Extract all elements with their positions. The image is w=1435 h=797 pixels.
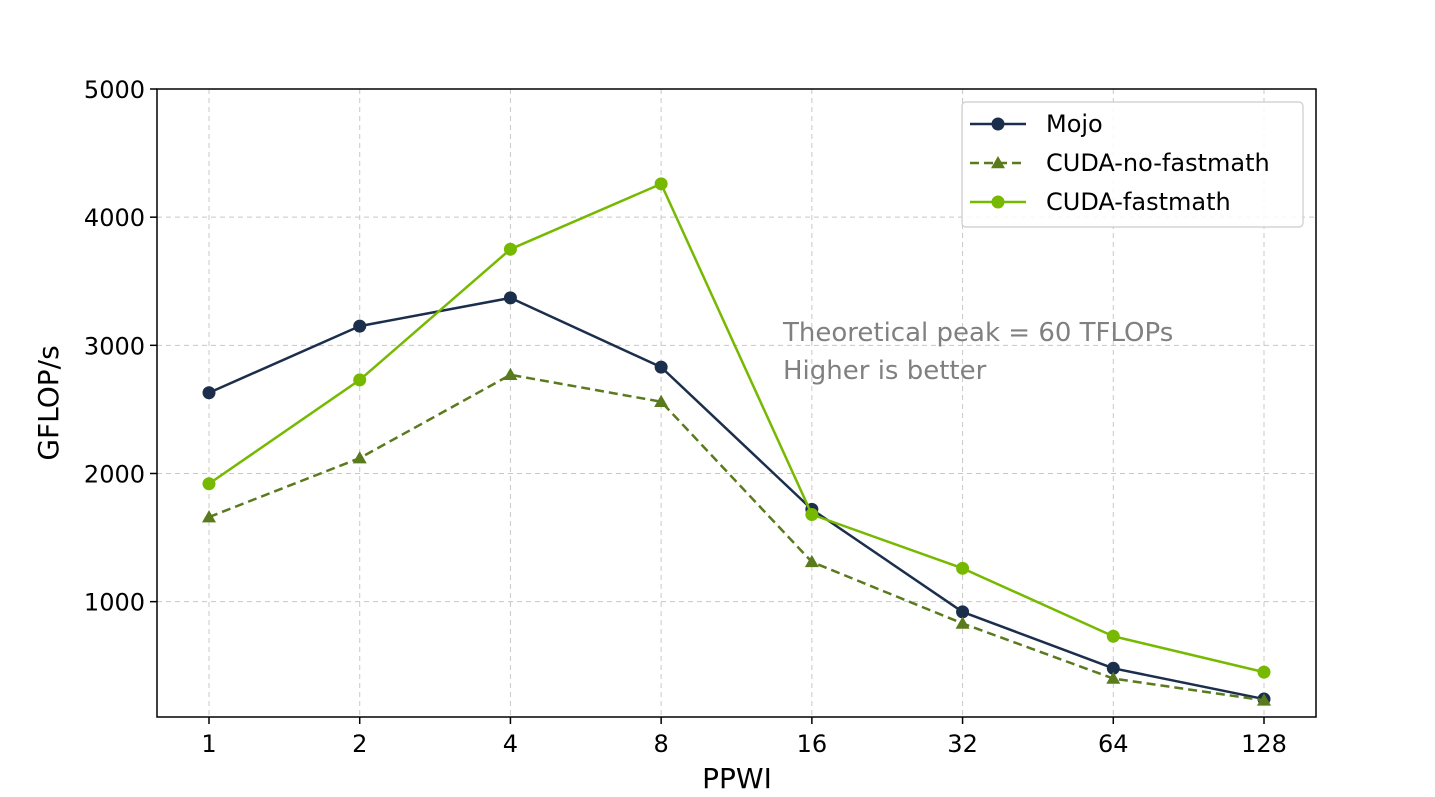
data-point-cuda-fastmath: [1257, 665, 1271, 679]
y-tick-label: 2000: [84, 460, 145, 488]
series-cuda-fastmath: [202, 177, 1271, 679]
y-axis-label: GFLOP/s: [32, 345, 65, 460]
data-point-cuda-fastmath: [202, 477, 216, 491]
legend-label-cuda-no-fastmath: CUDA-no-fastmath: [1046, 149, 1270, 177]
legend-label-cuda-fastmath: CUDA-fastmath: [1046, 188, 1231, 216]
annotation-better: Higher is better: [783, 356, 987, 386]
legend-label-mojo: Mojo: [1046, 110, 1103, 138]
data-point-mojo: [202, 386, 216, 400]
x-tick-label: 64: [1098, 730, 1129, 758]
data-point-cuda-fastmath: [503, 242, 517, 256]
data-point-cuda-no-fastmath: [654, 394, 669, 407]
series-mojo: [202, 291, 1271, 706]
legend: Mojo CUDA-no-fastmath CUDA-fastmath: [961, 101, 1304, 228]
data-point-cuda-fastmath: [805, 508, 819, 522]
data-point-cuda-no-fastmath: [503, 367, 518, 381]
data-point-mojo: [654, 360, 668, 374]
x-tick-label: 1: [201, 730, 216, 758]
series-layer: [202, 177, 1271, 706]
legend-marker-cuda-no-fastmath: [991, 156, 1005, 169]
x-tick-label: 4: [503, 730, 518, 758]
series-cuda-no-fastmath: [202, 367, 1271, 706]
x-axis-label: PPWI: [702, 762, 772, 795]
y-tick-label: 1000: [84, 589, 145, 617]
y-tick-label: 4000: [84, 204, 145, 232]
y-tick-label: 5000: [84, 76, 145, 104]
x-tick-label: 128: [1241, 730, 1287, 758]
legend-marker-mojo: [991, 117, 1005, 131]
data-point-cuda-no-fastmath: [1257, 693, 1271, 706]
data-point-cuda-no-fastmath: [804, 554, 819, 568]
x-tick-label: 2: [352, 730, 367, 758]
data-point-mojo: [353, 319, 367, 333]
data-point-cuda-fastmath: [1106, 629, 1120, 643]
series-line-mojo: [208, 296, 1265, 701]
data-point-cuda-fastmath: [654, 177, 668, 191]
x-tick-label: 32: [947, 730, 978, 758]
legend-marker-cuda-fastmath: [991, 195, 1005, 209]
grid-lines: [157, 88, 1316, 717]
x-tick-label: 16: [797, 730, 828, 758]
data-point-mojo: [956, 605, 970, 619]
data-point-mojo: [1106, 661, 1120, 675]
annotation-peak: Theoretical peak = 60 TFLOPs: [782, 318, 1173, 348]
data-point-mojo: [503, 291, 517, 305]
data-point-cuda-fastmath: [353, 373, 367, 387]
x-tick-label: 8: [654, 730, 669, 758]
series-line-cuda-fastmath: [208, 182, 1265, 674]
ticks: 1 2 4 8 16 32 64 128 1000 2000 3000 4000 5000: [84, 76, 1287, 758]
data-point-cuda-no-fastmath: [955, 616, 970, 629]
series-line-cuda-no-fastmath: [208, 373, 1265, 702]
data-point-cuda-fastmath: [956, 561, 970, 575]
data-point-cuda-no-fastmath: [1106, 671, 1121, 684]
plot-frame: [156, 88, 1317, 718]
data-point-cuda-no-fastmath: [202, 510, 216, 523]
y-tick-label: 3000: [84, 332, 145, 360]
data-point-cuda-no-fastmath: [352, 451, 367, 464]
legend-box: [961, 101, 1304, 228]
